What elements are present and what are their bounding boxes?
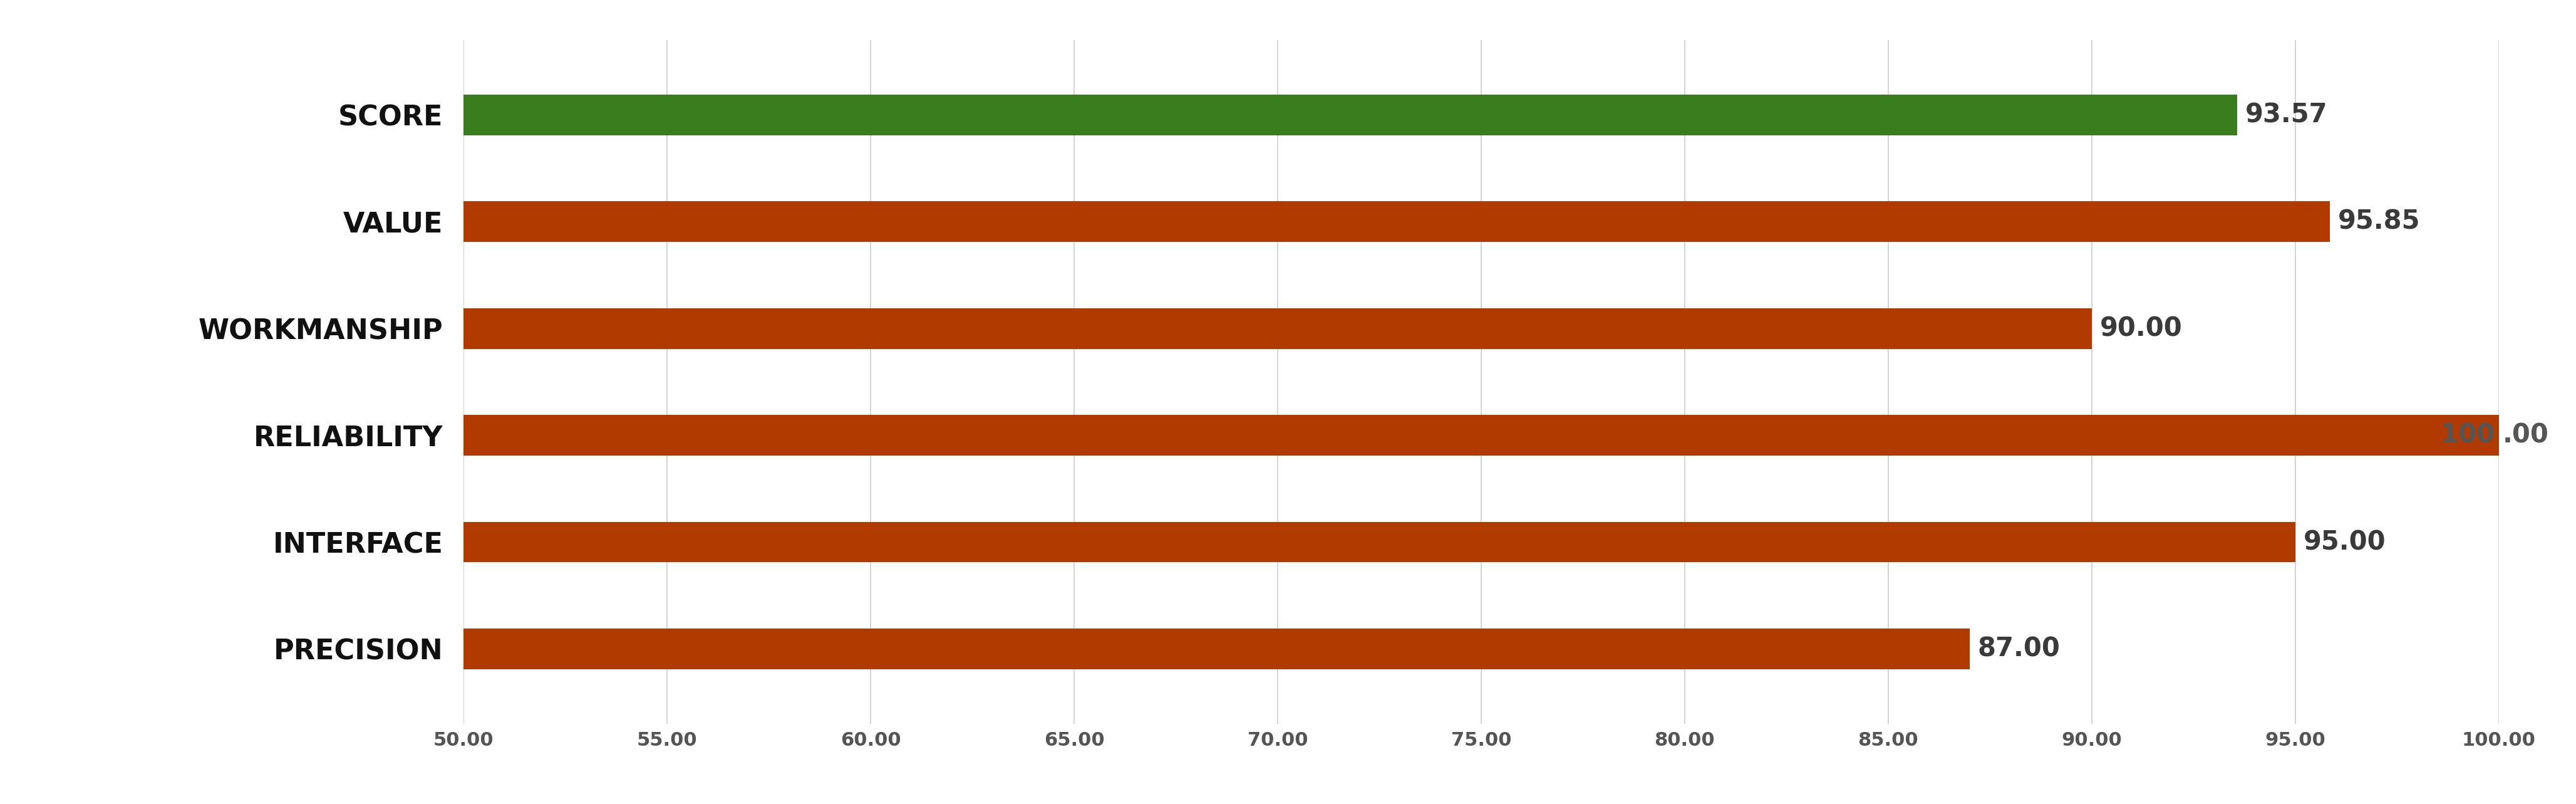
Bar [464, 629, 1971, 669]
Text: 93.57: 93.57 [2246, 102, 2329, 128]
Bar [464, 308, 2092, 349]
Bar [464, 95, 2236, 135]
Text: 95.00: 95.00 [2303, 529, 2385, 556]
Bar [464, 202, 2329, 242]
Text: .00: .00 [2504, 422, 2550, 449]
Bar [464, 415, 2499, 456]
Text: 90.00: 90.00 [2099, 315, 2182, 342]
Text: 87.00: 87.00 [1978, 636, 2061, 662]
Text: 95.85: 95.85 [2339, 208, 2421, 235]
Bar [464, 522, 2295, 562]
Text: 100: 100 [2439, 422, 2494, 449]
